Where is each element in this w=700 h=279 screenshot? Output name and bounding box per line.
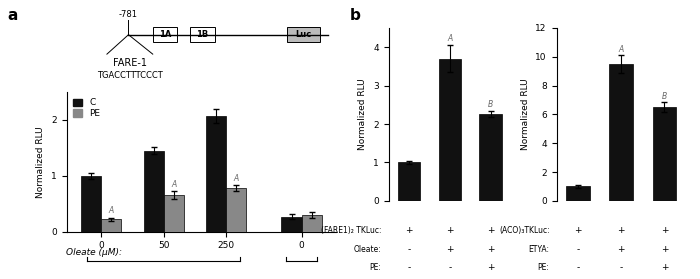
Text: Oleate (μM):: Oleate (μM): [66,248,122,257]
Text: -: - [407,263,410,272]
Text: -: - [620,263,623,272]
Text: +: + [446,245,454,254]
Bar [190,27,215,42]
Text: Luc: Luc [295,30,312,39]
Text: PE:: PE: [370,263,382,272]
Text: +: + [486,245,494,254]
Bar [153,27,177,42]
Bar [566,186,590,201]
Legend: C, PE: C, PE [71,97,102,120]
Bar [610,64,633,201]
Bar [288,27,320,42]
Text: +: + [405,226,413,235]
Bar [226,188,246,232]
Bar [81,176,101,232]
Bar [398,162,420,201]
Text: TGACCTTTCCCT: TGACCTTTCCCT [97,71,162,80]
Text: +: + [486,226,494,235]
Text: A: A [619,45,624,54]
Bar [281,217,302,232]
Text: A: A [171,180,176,189]
Text: -781: -781 [119,9,138,18]
Text: +: + [446,226,454,235]
Text: +: + [486,263,494,272]
Text: Oleate:: Oleate: [354,245,382,254]
Y-axis label: Normalized RLU: Normalized RLU [36,126,46,198]
Text: A: A [447,34,452,43]
Text: ETYA:: ETYA: [528,245,550,254]
Text: PE:: PE: [538,263,550,272]
Text: FARE-1: FARE-1 [113,58,147,68]
Text: 1A: 1A [159,30,171,39]
Y-axis label: Normalized RLU: Normalized RLU [521,79,530,150]
Text: -: - [407,245,410,254]
Bar [206,116,226,232]
Y-axis label: Normalized RLU: Normalized RLU [358,79,368,150]
Bar [480,114,502,201]
Text: +: + [574,226,582,235]
Text: +: + [661,245,668,254]
Bar [164,195,183,232]
Bar [144,151,164,232]
Text: 1B: 1B [197,30,209,39]
Bar [101,219,121,232]
Text: +: + [617,245,625,254]
Text: +: + [617,226,625,235]
Text: B: B [662,92,667,101]
Text: (ACO)₃TKLuc:: (ACO)₃TKLuc: [499,226,550,235]
Text: +: + [661,263,668,272]
Bar [302,215,321,232]
Text: B: B [488,100,494,109]
Text: (FARE1)₂ TKLuc:: (FARE1)₂ TKLuc: [321,226,382,235]
Bar [652,107,676,201]
Bar [438,59,461,201]
Text: -: - [577,263,580,272]
Text: a: a [7,8,18,23]
Text: b: b [350,8,361,23]
Text: -: - [577,245,580,254]
Text: -: - [448,263,452,272]
Text: +: + [661,226,668,235]
Text: A: A [108,206,113,215]
Text: A: A [234,174,239,183]
